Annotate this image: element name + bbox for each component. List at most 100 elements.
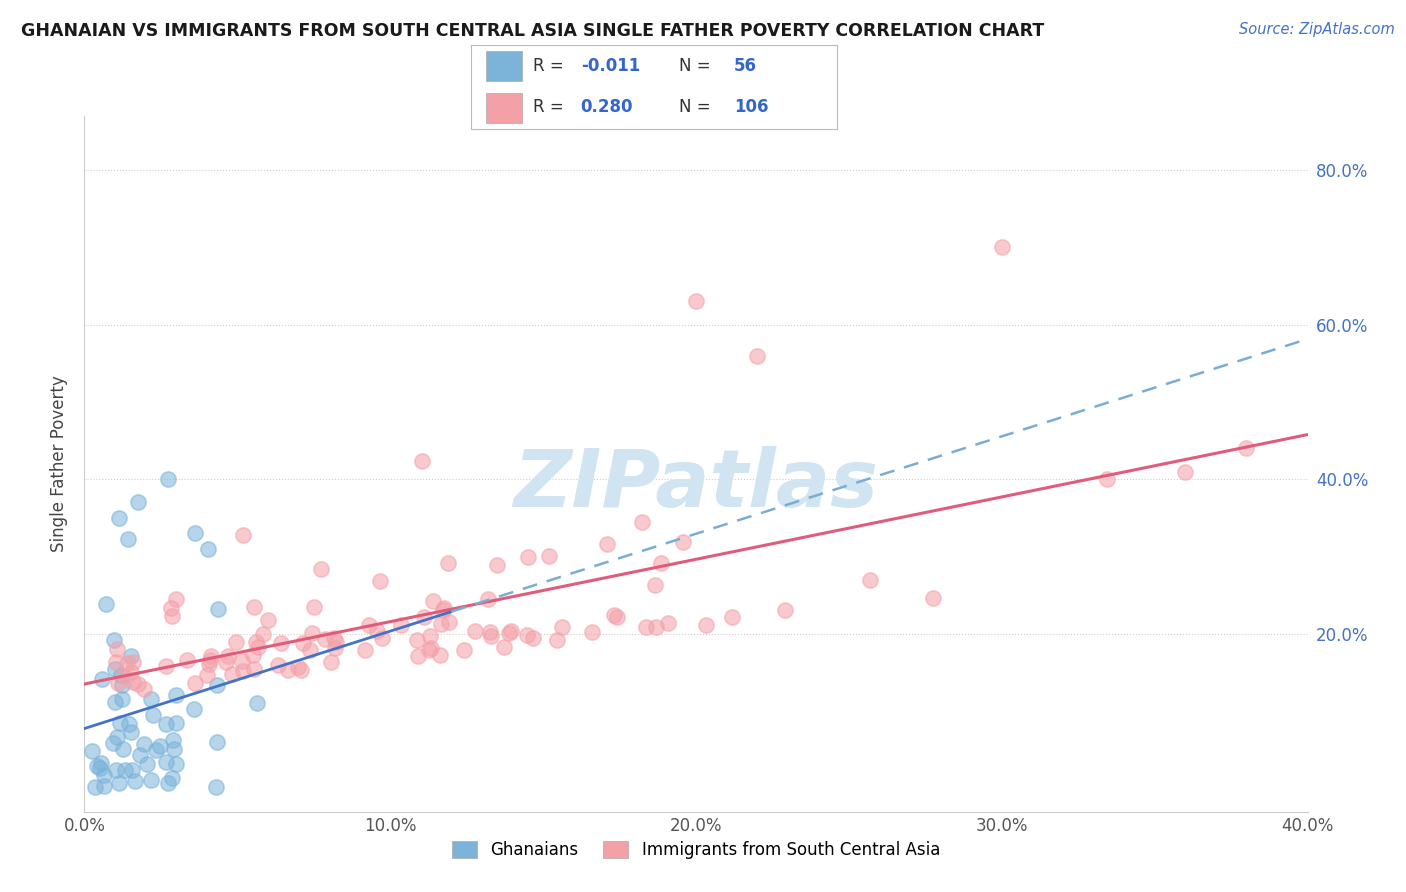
Point: [368, 574, 391, 588]
Point: [110, 678, 132, 692]
Point: [200, 649, 222, 664]
Point: [231, 653, 253, 667]
Point: [122, 655, 145, 669]
Text: 0.280: 0.280: [581, 98, 633, 116]
Point: [166, 716, 188, 731]
Point: [156, 776, 179, 790]
Point: [163, 742, 186, 756]
Point: [439, 615, 461, 629]
Point: [323, 641, 346, 656]
Point: [292, 635, 315, 649]
Point: [644, 578, 666, 592]
Point: [353, 643, 375, 657]
Point: [162, 733, 184, 747]
Point: [464, 624, 486, 638]
Point: [93, 768, 115, 782]
Point: [411, 454, 433, 468]
Point: [176, 653, 198, 667]
Point: [477, 592, 499, 607]
Point: [142, 708, 165, 723]
Point: [111, 691, 134, 706]
Point: [603, 607, 626, 622]
Point: [136, 757, 159, 772]
Point: [314, 632, 336, 646]
Point: [105, 730, 128, 744]
Point: [217, 648, 239, 663]
Point: [325, 635, 347, 649]
Point: [103, 632, 125, 647]
Legend: Ghanaians, Immigrants from South Central Asia: Ghanaians, Immigrants from South Central…: [446, 835, 946, 866]
Point: [516, 628, 538, 642]
Point: [160, 608, 183, 623]
Point: [419, 640, 441, 655]
Point: [124, 774, 146, 789]
Point: [107, 676, 129, 690]
Point: [141, 773, 163, 788]
Point: [252, 626, 274, 640]
Text: 56: 56: [734, 57, 758, 75]
Text: N =: N =: [679, 57, 711, 75]
Point: [84, 780, 107, 794]
Point: [245, 635, 267, 649]
Point: [225, 635, 247, 649]
Point: [155, 717, 177, 731]
Point: [436, 556, 458, 570]
Point: [478, 624, 501, 639]
Point: [160, 601, 183, 615]
Point: [991, 240, 1014, 254]
Point: [433, 600, 456, 615]
Point: [581, 625, 603, 640]
Point: [120, 649, 142, 664]
Point: [104, 662, 127, 676]
Point: [90, 756, 112, 770]
Point: [120, 724, 142, 739]
Point: [121, 763, 143, 777]
Point: [270, 636, 292, 650]
Point: [644, 620, 666, 634]
Point: [720, 610, 742, 624]
Point: [430, 617, 453, 632]
Point: [1174, 465, 1197, 479]
Point: [165, 757, 187, 772]
Point: [413, 609, 436, 624]
Point: [479, 629, 502, 643]
Point: [422, 594, 444, 608]
Point: [205, 780, 228, 794]
Point: [112, 741, 135, 756]
Point: [257, 613, 280, 627]
Point: [93, 780, 115, 794]
Point: [246, 696, 269, 710]
Text: R =: R =: [533, 98, 564, 116]
Point: [486, 558, 509, 572]
Point: [775, 603, 797, 617]
Point: [319, 655, 342, 669]
FancyBboxPatch shape: [485, 52, 522, 81]
Point: [389, 617, 412, 632]
Point: [104, 695, 127, 709]
Point: [277, 663, 299, 677]
Point: [183, 675, 205, 690]
Point: [195, 668, 218, 682]
Point: [114, 763, 136, 777]
Point: [309, 562, 332, 576]
Point: [522, 631, 544, 645]
Point: [155, 755, 177, 769]
Point: [499, 624, 522, 639]
Point: [145, 743, 167, 757]
Point: [197, 541, 219, 556]
Point: [672, 534, 695, 549]
Point: [127, 677, 149, 691]
Text: GHANAIAN VS IMMIGRANTS FROM SOUTH CENTRAL ASIA SINGLE FATHER POVERTY CORRELATION: GHANAIAN VS IMMIGRANTS FROM SOUTH CENTRA…: [21, 22, 1045, 40]
Point: [207, 678, 229, 692]
Text: 106: 106: [734, 98, 769, 116]
Point: [105, 764, 128, 778]
Point: [242, 661, 264, 675]
Point: [105, 655, 128, 669]
Point: [157, 472, 180, 486]
Point: [298, 643, 321, 657]
Point: [685, 294, 707, 309]
Point: [453, 642, 475, 657]
Point: [432, 602, 454, 616]
Point: [287, 660, 309, 674]
Point: [323, 631, 346, 645]
